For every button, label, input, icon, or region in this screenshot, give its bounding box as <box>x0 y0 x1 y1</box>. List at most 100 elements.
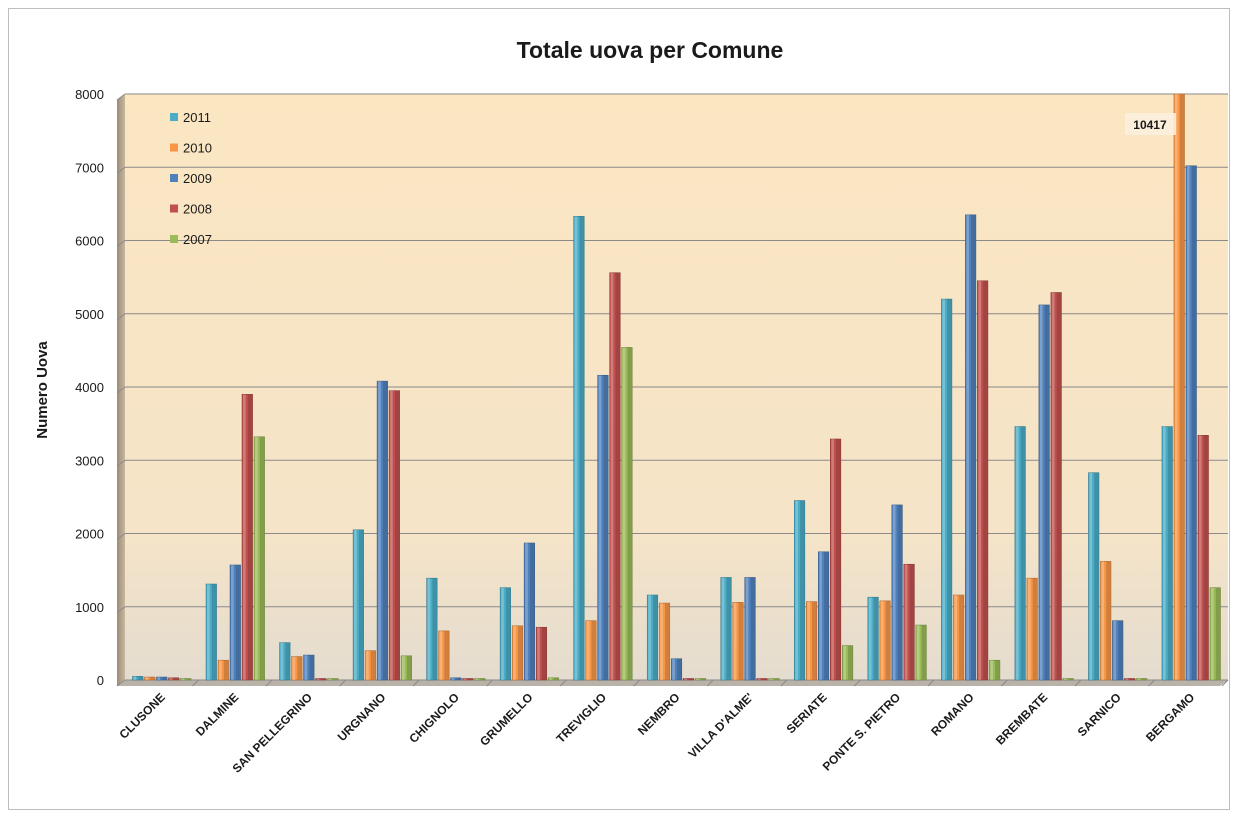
y-tick-label: 3000 <box>75 453 104 468</box>
bar <box>291 656 303 681</box>
plot-floor <box>117 680 1228 686</box>
bar <box>279 642 291 681</box>
bar-highlight <box>231 564 234 680</box>
bar-shade <box>529 543 535 680</box>
y-tick-label: 6000 <box>75 234 104 249</box>
bar-shade <box>800 500 805 680</box>
annotations: 10417 <box>1124 113 1176 135</box>
bar <box>303 654 315 681</box>
x-tick-label: ROMANO <box>928 690 977 739</box>
bar-highlight <box>525 543 528 680</box>
bar-shade <box>983 280 988 680</box>
bar-highlight <box>684 678 687 680</box>
gridline-wall <box>116 533 126 540</box>
bar <box>474 678 486 681</box>
bar-highlight <box>574 216 578 680</box>
legend-swatch <box>170 204 178 213</box>
bar-shade <box>1191 165 1197 680</box>
bar-highlight <box>366 650 369 680</box>
x-tick-mark <box>339 679 346 687</box>
bar-body <box>547 677 559 681</box>
bar <box>1161 426 1173 681</box>
bar <box>756 678 768 681</box>
bar-shade <box>517 625 523 680</box>
bar-shade <box>873 597 879 680</box>
x-tick-label: NEMBRO <box>635 690 683 738</box>
bar-shade <box>394 390 400 680</box>
bar <box>621 347 633 681</box>
bar-shade <box>1142 678 1147 680</box>
bar <box>794 500 806 681</box>
bar-highlight <box>255 436 258 680</box>
bar <box>670 658 683 681</box>
x-tick-mark <box>780 679 788 687</box>
x-tick-mark <box>265 679 273 687</box>
bar-shade <box>285 642 291 680</box>
bar-highlight <box>243 394 246 680</box>
bar <box>915 624 927 681</box>
bar-shade <box>1032 578 1038 680</box>
bar-highlight <box>304 655 308 680</box>
bar-shade <box>432 578 438 680</box>
x-tick-label: CLUSONE <box>117 690 168 741</box>
bar-shade <box>468 678 474 680</box>
bar <box>511 625 523 681</box>
bar-shade <box>358 529 364 680</box>
bar <box>977 280 989 681</box>
bar <box>965 214 977 681</box>
legend-label: 2008 <box>183 202 212 217</box>
bar-shade <box>480 678 486 680</box>
x-tick-mark <box>1001 679 1008 687</box>
bar-shade <box>1167 426 1173 680</box>
bar-highlight <box>145 677 149 680</box>
bar-highlight <box>354 529 357 680</box>
bar <box>1136 678 1148 681</box>
bar <box>903 563 915 681</box>
legend-label: 2011 <box>183 110 211 125</box>
bar <box>144 676 156 681</box>
bar-shade <box>138 676 144 680</box>
bar-shade <box>1215 587 1221 680</box>
bar <box>573 216 585 681</box>
bar-shade <box>321 678 327 680</box>
bar <box>132 676 144 681</box>
bar <box>585 620 597 681</box>
y-tick-label: 4000 <box>75 380 104 395</box>
bar-highlight <box>843 645 846 680</box>
bar-highlight <box>1186 165 1190 680</box>
bars <box>132 93 1221 681</box>
bar-highlight <box>1027 578 1031 680</box>
bar-body <box>1014 426 1026 681</box>
bar-body <box>597 374 609 681</box>
x-tick-mark <box>559 679 567 687</box>
gridline-wall <box>116 606 126 614</box>
bar-shade <box>259 436 265 680</box>
bar <box>953 594 965 681</box>
bar <box>400 655 412 681</box>
bar-highlight <box>904 564 908 680</box>
bar <box>682 678 695 681</box>
bar-highlight <box>733 602 737 680</box>
bar <box>535 626 547 681</box>
x-tick-mark <box>927 679 935 687</box>
bar-shade <box>689 678 694 680</box>
bar <box>842 645 854 681</box>
bar <box>1050 292 1062 681</box>
bar-highlight <box>219 660 222 680</box>
bar-highlight <box>1113 620 1117 680</box>
gridline-wall <box>116 240 126 247</box>
bar-shade <box>615 272 621 680</box>
bar-body <box>965 214 977 681</box>
bar-highlight <box>378 381 381 680</box>
bar <box>732 602 744 681</box>
bar-shade <box>1094 472 1099 680</box>
bar-highlight <box>537 627 540 680</box>
y-tick-label: 0 <box>97 673 104 688</box>
bar-highlight <box>660 603 663 680</box>
bar-shade <box>505 587 511 680</box>
bar-shade <box>897 504 903 680</box>
legend: 2011 2010 2009 2008 2007 <box>170 110 212 247</box>
bar-body <box>621 347 633 681</box>
y-tick-label: 1000 <box>75 600 104 615</box>
bar-shade <box>1056 292 1062 680</box>
